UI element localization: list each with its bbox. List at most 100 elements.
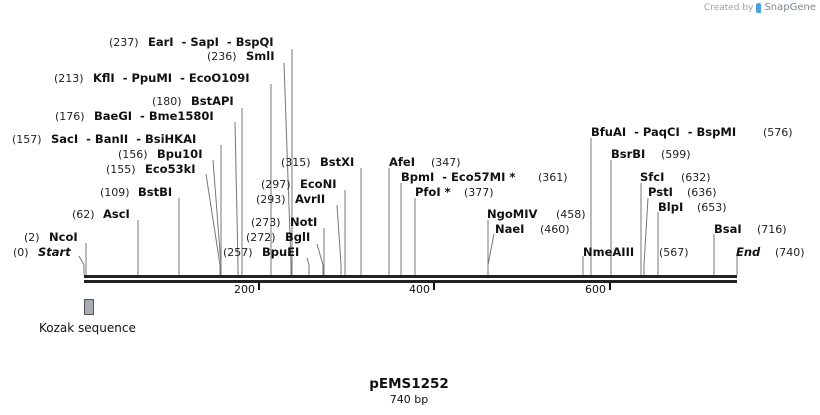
site-name: KflI - PpuMI - EcoO109I xyxy=(93,71,250,85)
site-label-bfuai[interactable]: BfuAI - PaqCI - BspMI (576) xyxy=(591,125,793,139)
tick-600 xyxy=(609,283,611,290)
site-position: (180) xyxy=(152,95,182,108)
site-name: AfeI xyxy=(389,155,415,169)
site-name: BstXI xyxy=(320,155,354,169)
site-position: (576) xyxy=(763,126,793,139)
site-position: (155) xyxy=(106,163,136,176)
tick-400 xyxy=(433,283,435,290)
feature-kozak-sequence[interactable]: Kozak sequence xyxy=(39,299,136,336)
site-name: Start xyxy=(38,245,71,259)
dna-backbone xyxy=(84,275,737,283)
credit-brand: SnapGene xyxy=(764,2,816,13)
snapgene-credit: Created by SnapGene xyxy=(704,2,816,13)
site-label-bsrbi[interactable]: BsrBI (599) xyxy=(611,147,691,161)
site-position: (156) xyxy=(118,148,148,161)
site-label-noti[interactable]: (273) NotI xyxy=(251,215,317,229)
site-lines xyxy=(78,49,738,275)
site-label-psti[interactable]: PstI (636) xyxy=(648,185,717,199)
site-position: (176) xyxy=(55,110,85,123)
site-position: (62) xyxy=(72,208,95,221)
site-label-baegi[interactable]: (176) BaeGI - Bme1580I xyxy=(55,109,214,123)
tick-200 xyxy=(258,283,260,290)
site-position: (0) xyxy=(13,246,29,259)
site-label-bstapi[interactable]: (180) BstAPI xyxy=(152,94,234,108)
site-name: SmlI xyxy=(246,49,275,63)
tick-label-200: 200 xyxy=(234,283,255,296)
site-label-econi[interactable]: (297) EcoNI xyxy=(261,177,336,191)
site-position: (273) xyxy=(251,216,281,229)
tick-label-400: 400 xyxy=(409,283,430,296)
site-label-saci[interactable]: (157) SacI - BanII - BsiHKAI xyxy=(12,132,196,146)
site-label-nmeaiii[interactable]: NmeAIII (567) xyxy=(583,245,689,259)
site-name: NgoMIV xyxy=(487,207,537,221)
site-label-smli[interactable]: (236) SmlI xyxy=(207,49,275,63)
site-label-bgli[interactable]: (272) BglI xyxy=(246,230,310,244)
site-name: EcoNI xyxy=(300,177,336,191)
plasmid-length: 740 bp xyxy=(390,393,428,406)
site-label-eari[interactable]: (237) EarI - SapI - BspQI xyxy=(109,35,274,49)
site-name: BglI xyxy=(285,230,310,244)
site-position: (236) xyxy=(207,50,237,63)
site-position: (157) xyxy=(12,133,42,146)
site-label-blpi[interactable]: BlpI (653) xyxy=(658,200,727,214)
site-name: BpmI - Eco57MI * xyxy=(401,170,515,184)
site-position: (293) xyxy=(256,193,286,206)
site-name: Eco53kI xyxy=(145,162,196,176)
site-label-bstxi[interactable]: (315) BstXI xyxy=(281,155,354,169)
site-name: NaeI xyxy=(495,222,524,236)
snapgene-logo-icon xyxy=(756,2,762,13)
site-name: AvrII xyxy=(295,192,325,206)
site-label-asci[interactable]: (62) AscI xyxy=(72,207,130,221)
site-label-kfli[interactable]: (213) KflI - PpuMI - EcoO109I xyxy=(54,71,250,85)
site-position: (636) xyxy=(687,186,717,199)
site-position: (237) xyxy=(109,36,139,49)
site-position: (272) xyxy=(246,231,276,244)
site-name: BpuEI xyxy=(262,245,299,259)
site-label-start[interactable]: (0) Start xyxy=(13,245,71,259)
site-name: AscI xyxy=(103,207,130,221)
site-label-sfci[interactable]: SfcI (632) xyxy=(640,170,711,184)
site-label-ncoi[interactable]: (2) NcoI xyxy=(24,230,78,244)
site-name: SacI - BanII - BsiHKAI xyxy=(51,132,196,146)
site-position: (599) xyxy=(661,148,691,161)
site-name: BsrBI xyxy=(611,147,645,161)
site-name: BfuAI - PaqCI - BspMI xyxy=(591,125,736,139)
site-name: BaeGI - Bme1580I xyxy=(94,109,214,123)
kozak-feature-box xyxy=(84,299,94,315)
site-position: (716) xyxy=(757,223,787,236)
site-name: PstI xyxy=(648,185,673,199)
site-label-bpuei[interactable]: (257) BpuEI xyxy=(223,245,299,259)
site-name: NotI xyxy=(290,215,317,229)
site-position: (297) xyxy=(261,178,291,191)
site-position: (315) xyxy=(281,156,311,169)
plasmid-name: pEMS1252 xyxy=(369,376,449,392)
feature-label: Kozak sequence xyxy=(39,321,136,335)
site-name: Bpu10I xyxy=(157,147,202,161)
site-label-ngomiv[interactable]: NgoMIV (458) xyxy=(487,207,586,221)
site-position: (257) xyxy=(223,246,253,259)
site-label-avrii[interactable]: (293) AvrII xyxy=(256,192,325,206)
site-position: (740) xyxy=(775,246,805,259)
site-name: SfcI xyxy=(640,170,664,184)
site-name: End xyxy=(736,245,761,259)
site-label-bpu10i[interactable]: (156) Bpu10I xyxy=(118,147,202,161)
site-label-bstbi[interactable]: (109) BstBI xyxy=(100,185,172,199)
site-label-eco53ki[interactable]: (155) Eco53kI xyxy=(106,162,196,176)
site-position: (2) xyxy=(24,231,40,244)
site-label-pfoi[interactable]: PfoI * (377) xyxy=(415,185,494,199)
site-name: BsaI xyxy=(714,222,742,236)
site-position: (653) xyxy=(697,201,727,214)
tick-label-600: 600 xyxy=(585,283,606,296)
site-label-bsai[interactable]: BsaI (716) xyxy=(714,222,787,236)
site-position: (460) xyxy=(540,223,570,236)
site-position: (109) xyxy=(100,186,130,199)
site-label-afei[interactable]: AfeI (347) xyxy=(389,155,461,169)
site-name: BlpI xyxy=(658,200,683,214)
site-label-bpmi[interactable]: BpmI - Eco57MI * (361) xyxy=(401,170,568,184)
site-name: PfoI * xyxy=(415,185,451,199)
site-label-end[interactable]: End (740) xyxy=(736,245,805,259)
site-label-naei[interactable]: NaeI (460) xyxy=(495,222,570,236)
site-name: NcoI xyxy=(49,230,78,244)
site-position: (567) xyxy=(659,246,689,259)
